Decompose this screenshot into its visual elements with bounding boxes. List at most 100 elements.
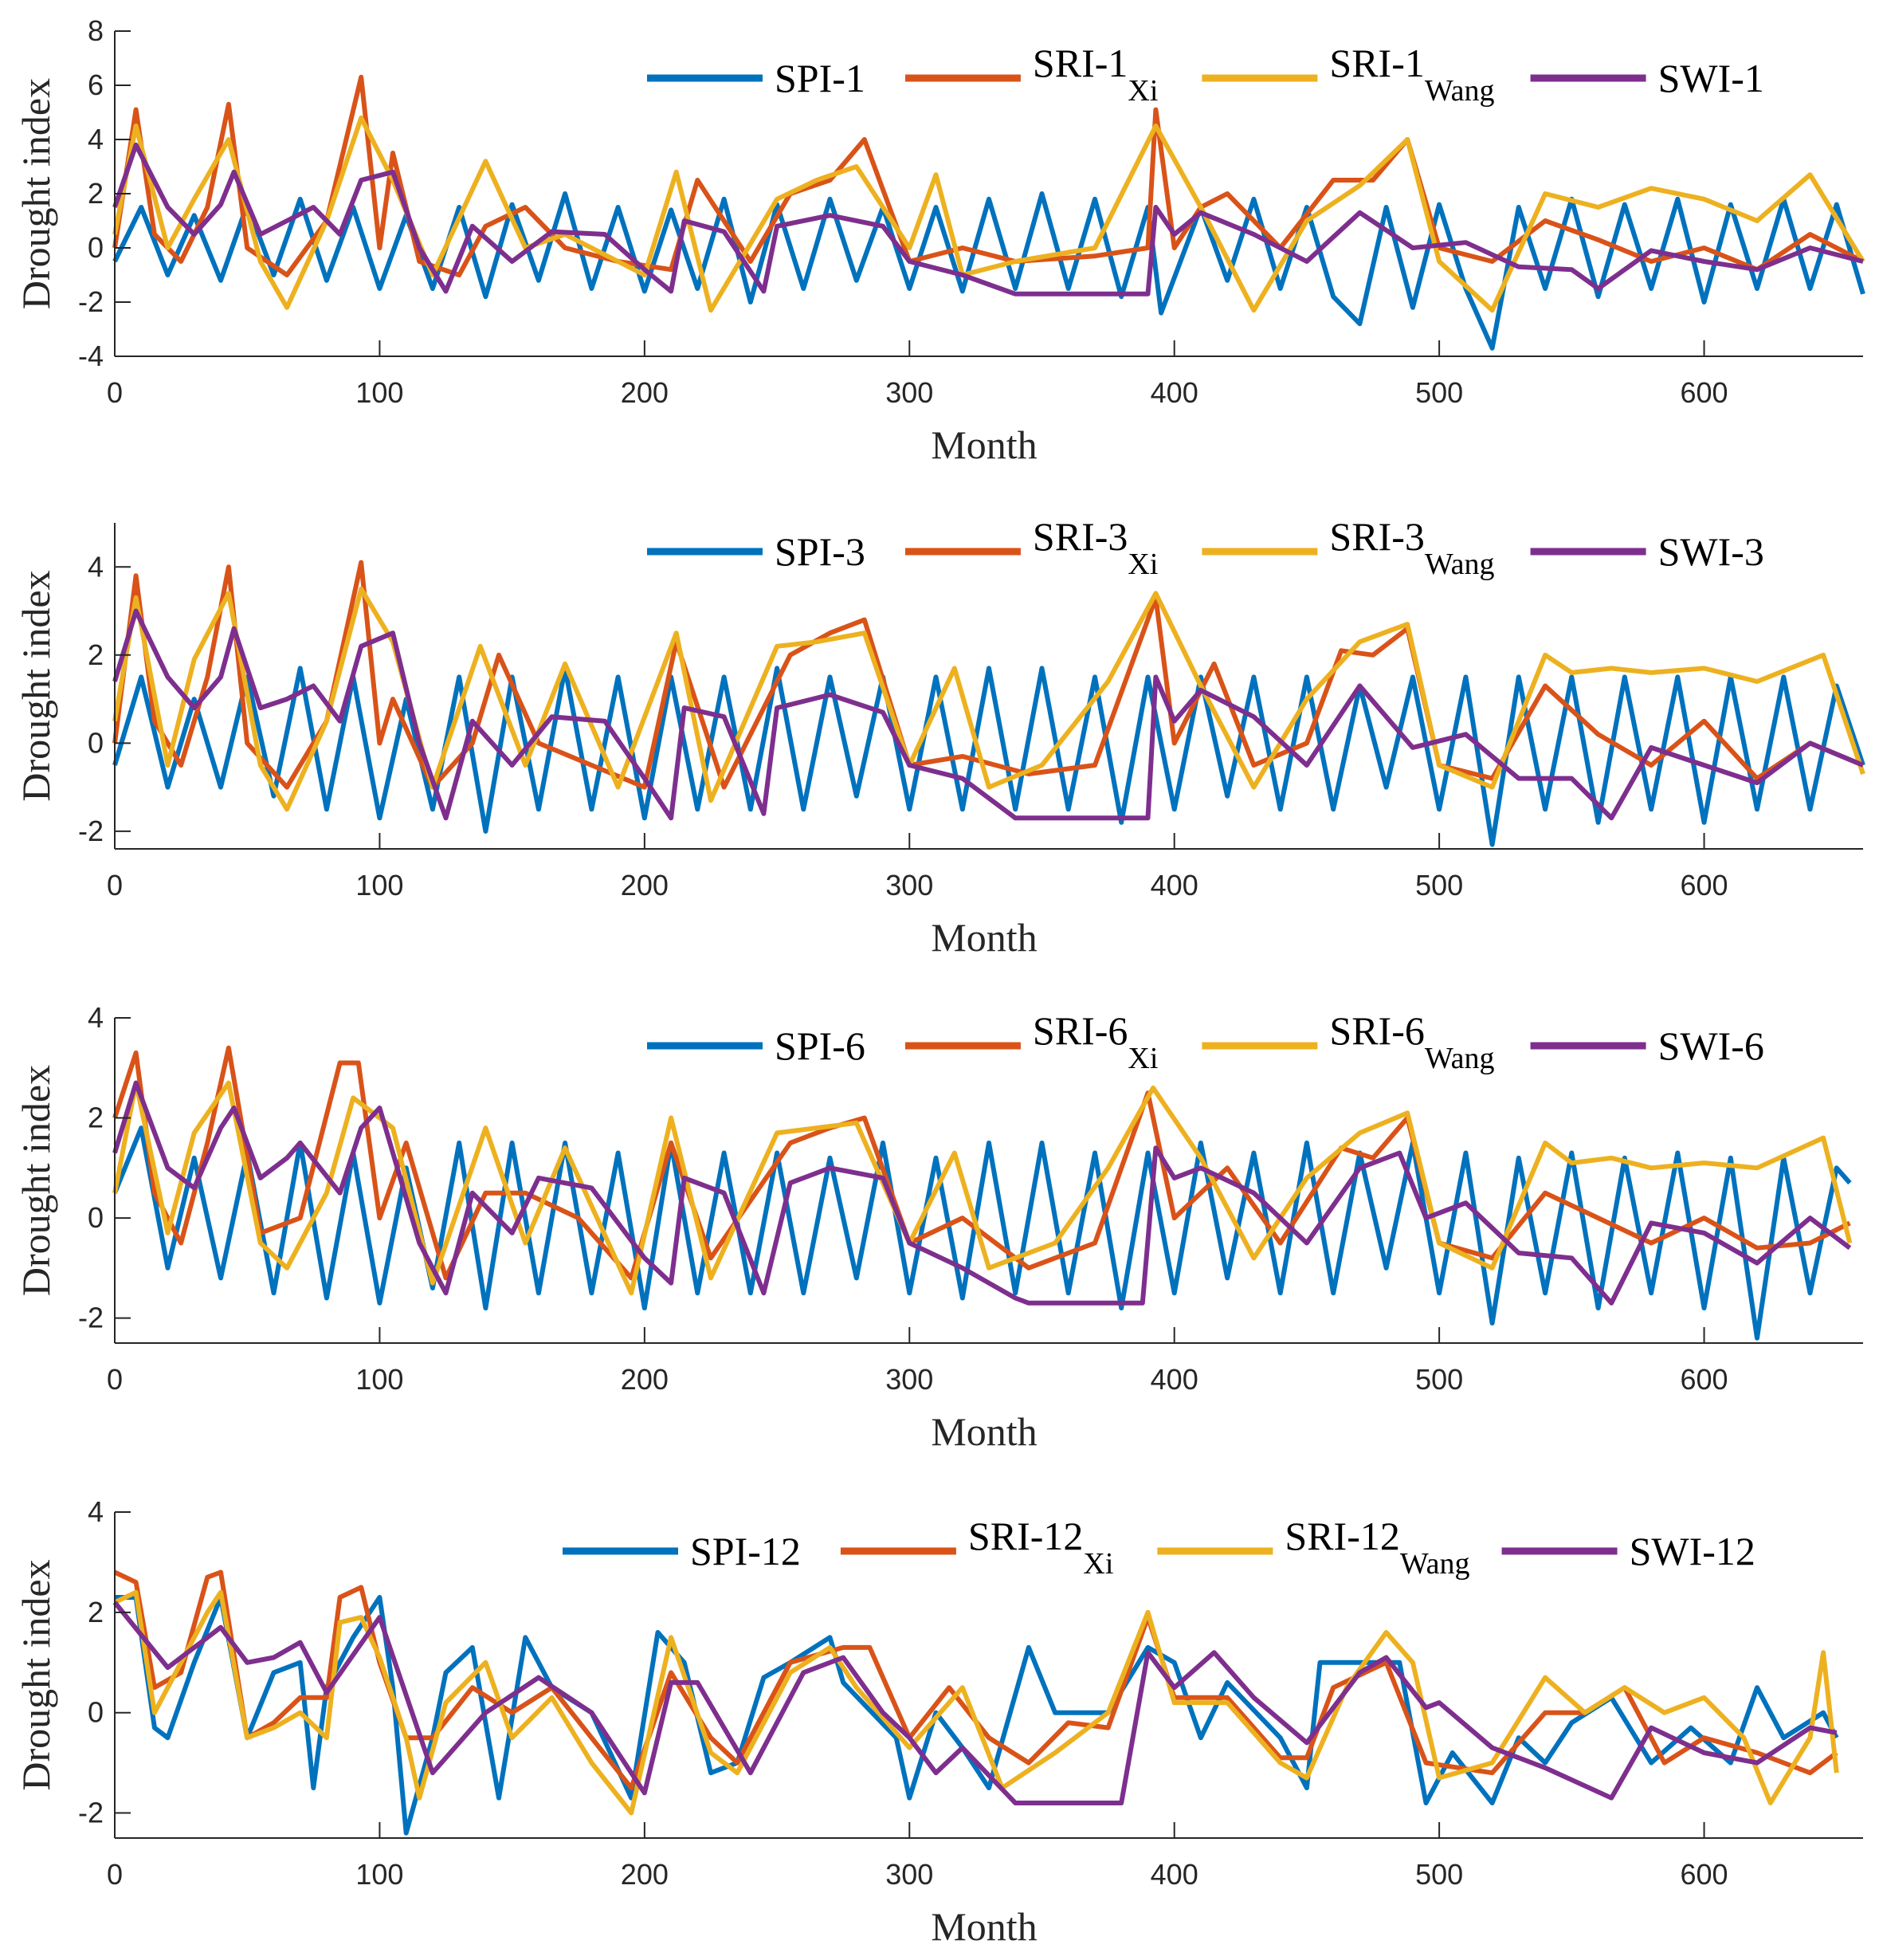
y-tick-label: -2: [78, 1302, 104, 1334]
x-tick-label: 300: [885, 869, 933, 901]
y-axis-label: Drought index: [14, 1559, 58, 1790]
legend-label-text: SRI-6: [1033, 1008, 1128, 1053]
legend-label: SRI-6Xi: [1033, 1008, 1158, 1075]
series-line-SWI-12: [112, 1601, 1838, 1805]
x-axis-label: Month: [931, 1904, 1037, 1949]
x-tick-label: 600: [1681, 1858, 1728, 1891]
legend-label-subscript: Wang: [1425, 74, 1495, 108]
y-tick-label: 2: [88, 1102, 104, 1134]
legend-label-subscript: Xi: [1128, 548, 1158, 581]
y-tick-label: 8: [88, 14, 104, 47]
x-tick-label: 500: [1415, 1363, 1463, 1396]
y-tick-label: 6: [88, 69, 104, 101]
x-tick-label: 100: [355, 1858, 403, 1891]
y-tick-label: -2: [78, 1797, 104, 1829]
x-axis-label: Month: [931, 1409, 1037, 1454]
y-tick-label: 4: [88, 550, 104, 583]
legend-label-text: SWI-3: [1658, 529, 1764, 574]
x-tick-label: 600: [1681, 1363, 1728, 1396]
legend-label-text: SRI-12: [1285, 1514, 1399, 1558]
x-tick-label: 200: [621, 869, 669, 901]
legend-label-text: SWI-12: [1630, 1529, 1755, 1573]
legend-label: SRI-3Wang: [1329, 514, 1494, 581]
x-tick-label: 100: [355, 869, 403, 901]
series-line-SWI-1: [112, 142, 1864, 297]
x-tick-label: 0: [107, 376, 123, 409]
legend-label-text: SRI-6: [1329, 1008, 1424, 1053]
x-tick-label: 0: [107, 1363, 123, 1396]
y-tick-label: -2: [78, 815, 104, 847]
x-tick-label: 400: [1151, 376, 1198, 409]
legend-label: SRI-12Wang: [1285, 1514, 1469, 1581]
x-tick-label: 100: [355, 376, 403, 409]
y-tick-label: 0: [88, 1696, 104, 1729]
x-tick-label: 200: [621, 1363, 669, 1396]
x-tick-label: 0: [107, 1858, 123, 1891]
legend-label-text: SRI-1: [1329, 41, 1424, 85]
legend: SPI-1 SRI-1Xi SRI-1Wang SWI-1: [647, 41, 1764, 108]
legend-label: SWI-12: [1630, 1529, 1755, 1573]
legend: SPI-3 SRI-3Xi SRI-3Wang SWI-3: [647, 514, 1764, 581]
y-tick-label: -4: [78, 340, 104, 372]
y-axis-label: Drought index: [14, 570, 58, 801]
x-tick-label: 200: [621, 1858, 669, 1891]
series-line-SWI-3: [112, 608, 1865, 821]
legend-label-text: SPI-3: [775, 529, 865, 574]
legend-label: SRI-1Xi: [1033, 41, 1158, 108]
x-tick-label: 500: [1415, 869, 1463, 901]
series-line-SRI-12Wang: [113, 1589, 1839, 1816]
legend-item-SRI-1Xi: SRI-1Xi: [904, 41, 1158, 108]
legend-label-text: SWI-1: [1658, 56, 1764, 100]
x-tick-label: 100: [355, 1363, 403, 1396]
legend-label: SRI-6Wang: [1329, 1008, 1494, 1075]
x-tick-label: 300: [885, 1858, 933, 1891]
legend-label: SPI-3: [775, 529, 865, 574]
legend-item-SWI-3: SWI-3: [1530, 529, 1764, 574]
x-tick-label: 500: [1415, 1858, 1463, 1891]
legend-label-subscript: Wang: [1425, 1042, 1495, 1075]
legend-label: SRI-3Xi: [1033, 514, 1158, 581]
y-tick-label: 2: [88, 638, 104, 671]
subplot-1: 0 100 200 300 400 500 600 -4 -2 0 2 4 6 8 Month Drought…: [14, 14, 1865, 467]
legend-label-subscript: Xi: [1083, 1547, 1113, 1581]
x-axis-label: Month: [931, 422, 1037, 467]
legend-item-SRI-6Xi: SRI-6Xi: [904, 1008, 1158, 1075]
legend-label-subscript: Wang: [1425, 548, 1495, 581]
y-tick-label: 4: [88, 1001, 104, 1034]
y-tick-label: 4: [88, 1495, 104, 1528]
legend-label-subscript: Wang: [1400, 1547, 1470, 1581]
x-tick-label: 200: [621, 376, 669, 409]
y-tick-label: -2: [78, 285, 104, 318]
legend-label: SRI-1Wang: [1329, 41, 1494, 108]
y-tick-label: 0: [88, 1201, 104, 1234]
y-tick-label: 0: [88, 231, 104, 264]
legend-item-SPI-6: SPI-6: [647, 1023, 865, 1068]
series-line-SPI-6: [112, 1125, 1852, 1341]
legend-label-text: SPI-6: [775, 1023, 865, 1068]
legend-label-text: SPI-1: [775, 56, 865, 100]
legend-item-SWI-12: SWI-12: [1501, 1529, 1755, 1573]
x-tick-label: 300: [885, 1363, 933, 1396]
legend-item-SRI-6Wang: SRI-6Wang: [1202, 1008, 1495, 1075]
legend-label-text: SWI-6: [1658, 1023, 1764, 1068]
x-tick-label: 300: [885, 376, 933, 409]
legend-label-text: SPI-12: [690, 1529, 801, 1573]
legend-item-SRI-12Wang: SRI-12Wang: [1157, 1514, 1470, 1581]
y-axis-label: Drought index: [14, 78, 58, 309]
y-tick-label: 4: [88, 123, 104, 155]
legend-label: SPI-12: [690, 1529, 801, 1573]
series-line-SRI-1Xi: [112, 74, 1865, 277]
legend-item-SRI-3Wang: SRI-3Wang: [1202, 514, 1495, 581]
legend-item-SWI-1: SWI-1: [1530, 56, 1764, 100]
legend-label: SPI-1: [775, 56, 865, 100]
legend-label: SRI-12Xi: [968, 1514, 1113, 1581]
legend-item-SPI-3: SPI-3: [647, 529, 865, 574]
legend-item-SPI-1: SPI-1: [647, 56, 865, 100]
legend-label: SWI-3: [1658, 529, 1764, 574]
legend-label-subscript: Xi: [1128, 1042, 1158, 1075]
x-axis-label: Month: [931, 915, 1037, 960]
